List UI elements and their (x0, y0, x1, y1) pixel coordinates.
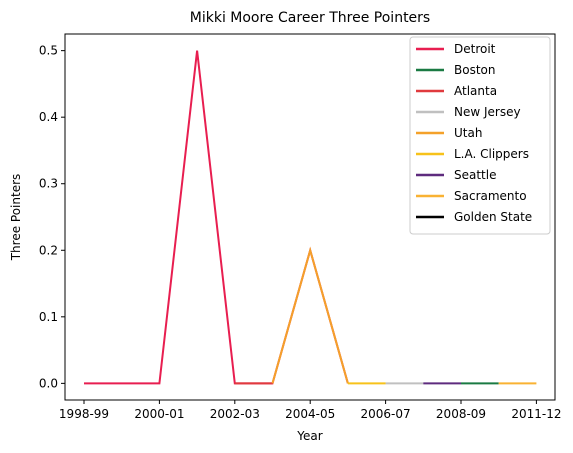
x-axis: 1998-99 2000-01 2002-03 2004-05 2006-07 2008-… (59, 400, 561, 421)
y-tick-label: 0.1 (39, 310, 58, 324)
legend: Detroit Boston Atlanta New Jersey Utah L.A. C… (409, 36, 551, 235)
y-tick-label: 0.2 (39, 243, 58, 257)
series-line-0 (84, 50, 349, 385)
legend-box (409, 36, 551, 235)
x-tick-label: 2008-09 (436, 407, 486, 421)
y-axis-label: Three Pointers (9, 174, 23, 262)
series-line-4 (271, 246, 349, 384)
legend-label: Sacramento (454, 189, 527, 203)
legend-label: New Jersey (454, 105, 521, 119)
legend-label: Utah (454, 126, 482, 140)
legend-label: Golden State (454, 210, 532, 224)
x-tick-label: 2011-12 (511, 407, 561, 421)
y-tick-label: 0.4 (39, 110, 58, 124)
y-axis: 0.0 0.1 0.2 0.3 0.4 0.5 (39, 44, 65, 390)
y-tick-label: 0.5 (39, 44, 58, 58)
legend-label: Boston (454, 63, 495, 77)
legend-label: Detroit (454, 42, 496, 56)
series-layer (84, 50, 537, 385)
x-tick-label: 2002-03 (210, 407, 260, 421)
y-tick-label: 0.3 (39, 177, 58, 191)
legend-label: Atlanta (454, 84, 497, 98)
legend-label: Seattle (454, 168, 496, 182)
x-tick-label: 2000-01 (134, 407, 184, 421)
x-axis-label: Year (296, 429, 322, 443)
chart-title: Mikki Moore Career Three Pointers (190, 10, 430, 26)
legend-label: L.A. Clippers (454, 147, 529, 161)
y-tick-label: 0.0 (39, 376, 58, 390)
x-tick-label: 2004-05 (285, 407, 335, 421)
x-tick-label: 1998-99 (59, 407, 109, 421)
x-tick-label: 2006-07 (361, 407, 411, 421)
